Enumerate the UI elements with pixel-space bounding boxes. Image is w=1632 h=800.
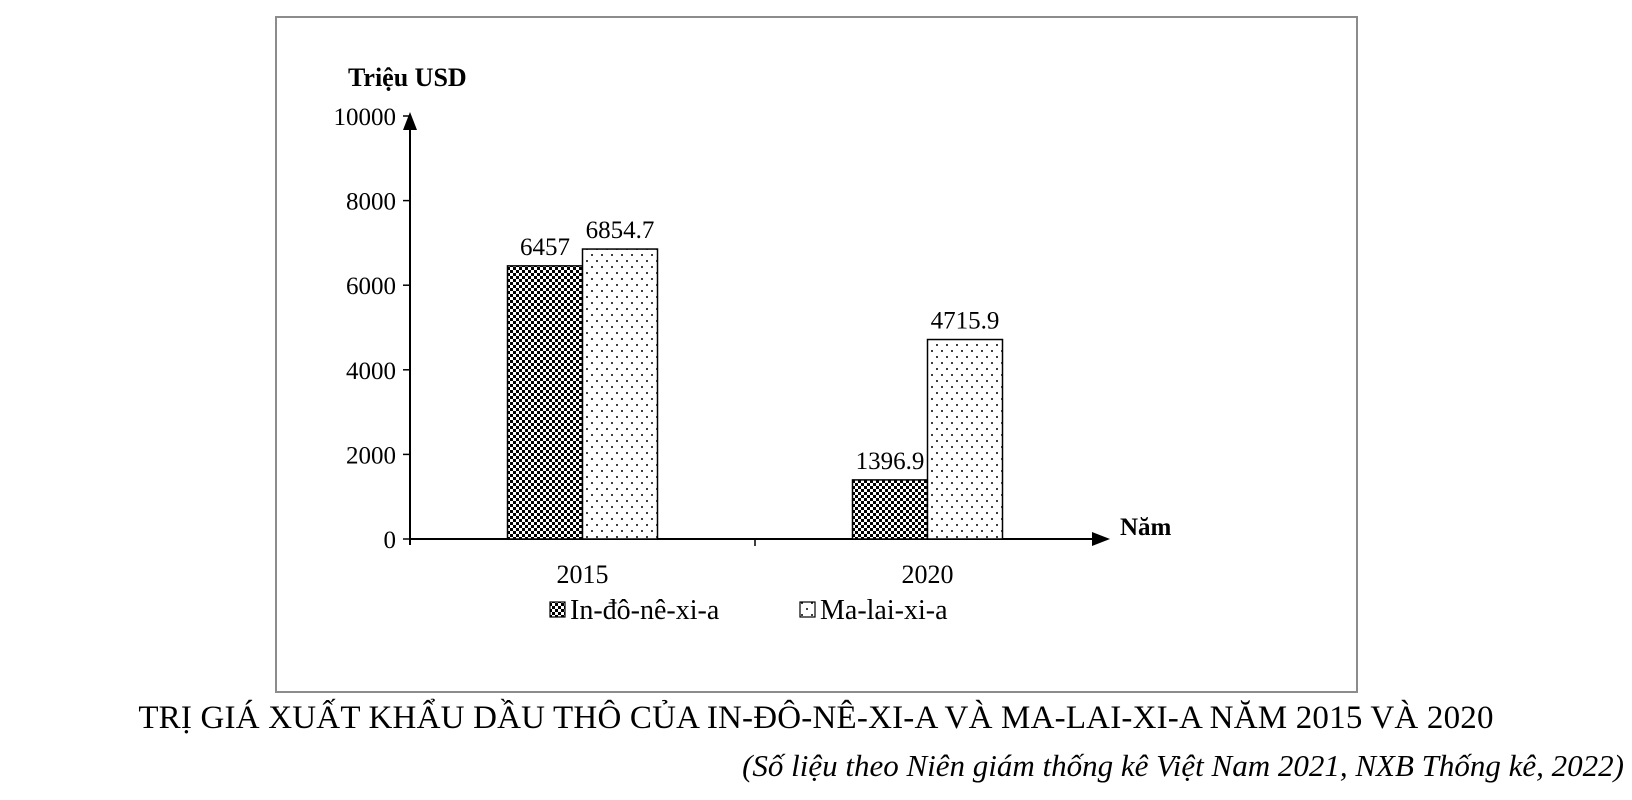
y-tick-label: 8000 (346, 189, 396, 216)
y-tick-label: 4000 (346, 358, 396, 385)
bar-indonesia (851, 479, 929, 540)
axes: 0 2000 4000 6000 8000 10000 Triệu USD Năm (334, 63, 1172, 554)
bar-value-label: 1396.9 (856, 448, 925, 475)
bar-indonesia (506, 265, 584, 540)
legend: In-đô-nê-xi-a Ma-lai-xi-a (549, 595, 948, 626)
legend-swatch (549, 601, 566, 618)
labels: 6457 6854.7 2015 1396.9 4715.9 2020 (520, 217, 999, 589)
x-tick-label: 2015 (557, 560, 609, 589)
chart-title: TRỊ GIÁ XUẤT KHẨU DẦU THÔ CỦA IN-ĐÔ-NÊ-X… (138, 700, 1494, 736)
bar-value-label: 6457 (520, 234, 570, 261)
bars (506, 248, 1004, 540)
bar-malaysia (926, 338, 1004, 540)
bar-value-label: 4715.9 (931, 308, 1000, 335)
y-axis-title: Triệu USD (348, 63, 467, 92)
bar-value-label: 6854.7 (586, 217, 655, 244)
legend-label: In-đô-nê-xi-a (570, 595, 720, 626)
bar-malaysia (581, 248, 659, 540)
chart-source: (Số liệu theo Niên giám thống kê Việt Na… (742, 748, 1624, 783)
y-tick-label: 10000 (334, 104, 397, 131)
y-tick-label: 2000 (346, 442, 396, 469)
y-tick-label: 6000 (346, 273, 396, 300)
y-axis-arrow-icon (403, 112, 417, 130)
x-axis-title: Năm (1120, 514, 1172, 541)
x-tick-label: 2020 (902, 560, 954, 589)
x-axis-arrow-icon (1092, 532, 1110, 546)
legend-label: Ma-lai-xi-a (820, 595, 948, 626)
legend-swatch (799, 601, 816, 618)
y-tick-label: 0 (384, 527, 397, 554)
chart-frame (275, 16, 1358, 693)
